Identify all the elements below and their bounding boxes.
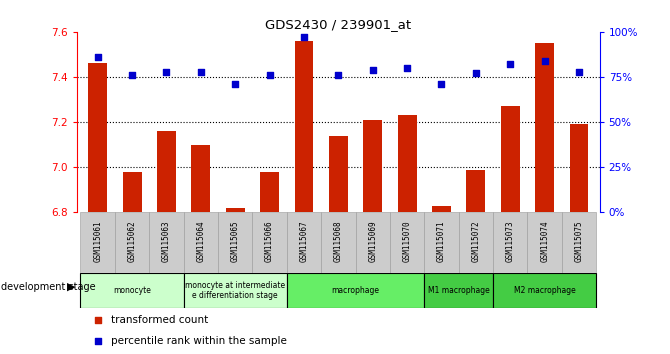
Bar [562,212,596,273]
Bar [459,212,493,273]
Bar [226,208,245,212]
Text: GSM115066: GSM115066 [265,221,274,262]
Point [92,54,103,60]
Text: M1 macrophage: M1 macrophage [428,286,490,295]
Text: GSM115072: GSM115072 [472,221,480,262]
Bar [295,41,314,212]
Point [470,70,481,76]
Title: GDS2430 / 239901_at: GDS2430 / 239901_at [265,18,411,31]
Bar [535,43,554,212]
Bar [123,172,141,212]
Bar [424,273,493,308]
Point [92,317,103,323]
Text: monocyte: monocyte [113,286,151,295]
Bar [493,273,596,308]
Point [161,69,172,74]
Bar [149,212,184,273]
Point [539,58,550,64]
Text: GSM115073: GSM115073 [506,221,515,262]
Text: transformed count: transformed count [111,315,208,325]
Bar [260,172,279,212]
Text: GSM115064: GSM115064 [196,221,205,262]
Text: GSM115070: GSM115070 [403,221,411,262]
Bar [287,273,424,308]
Text: GSM115062: GSM115062 [127,221,137,262]
Text: GSM115061: GSM115061 [93,221,103,262]
Text: GSM115067: GSM115067 [299,221,308,262]
Point [230,81,241,87]
Bar [192,145,210,212]
Point [127,72,137,78]
Bar [88,63,107,212]
Bar [432,206,451,212]
Text: GSM115069: GSM115069 [369,221,377,262]
Bar [218,212,253,273]
Text: macrophage: macrophage [332,286,379,295]
Bar [329,136,348,212]
Bar [570,124,588,212]
Point [196,69,206,74]
Point [92,338,103,344]
Point [436,81,447,87]
Text: ▶: ▶ [66,282,75,292]
Bar [356,212,390,273]
Text: monocyte at intermediate
e differentiation stage: monocyte at intermediate e differentiati… [185,281,285,300]
Bar [287,212,321,273]
Bar [184,212,218,273]
Bar [184,273,287,308]
Bar [115,212,149,273]
Point [299,34,310,40]
Text: GSM115065: GSM115065 [230,221,240,262]
Text: GSM115074: GSM115074 [540,221,549,262]
Bar [527,212,562,273]
Text: GSM115068: GSM115068 [334,221,343,262]
Text: percentile rank within the sample: percentile rank within the sample [111,336,287,346]
Bar [80,273,184,308]
Point [264,72,275,78]
Bar [424,212,459,273]
Bar [321,212,356,273]
Point [367,67,378,73]
Text: GSM115063: GSM115063 [162,221,171,262]
Bar [398,115,417,212]
Point [505,62,516,67]
Bar [157,131,176,212]
Point [574,69,584,74]
Bar [390,212,424,273]
Text: development stage: development stage [1,282,96,292]
Bar [80,212,115,273]
Bar [500,106,520,212]
Point [333,72,344,78]
Bar [493,212,527,273]
Text: M2 macrophage: M2 macrophage [514,286,576,295]
Text: GSM115075: GSM115075 [574,221,584,262]
Bar [466,170,485,212]
Text: GSM115071: GSM115071 [437,221,446,262]
Bar [253,212,287,273]
Bar [363,120,382,212]
Point [402,65,413,71]
